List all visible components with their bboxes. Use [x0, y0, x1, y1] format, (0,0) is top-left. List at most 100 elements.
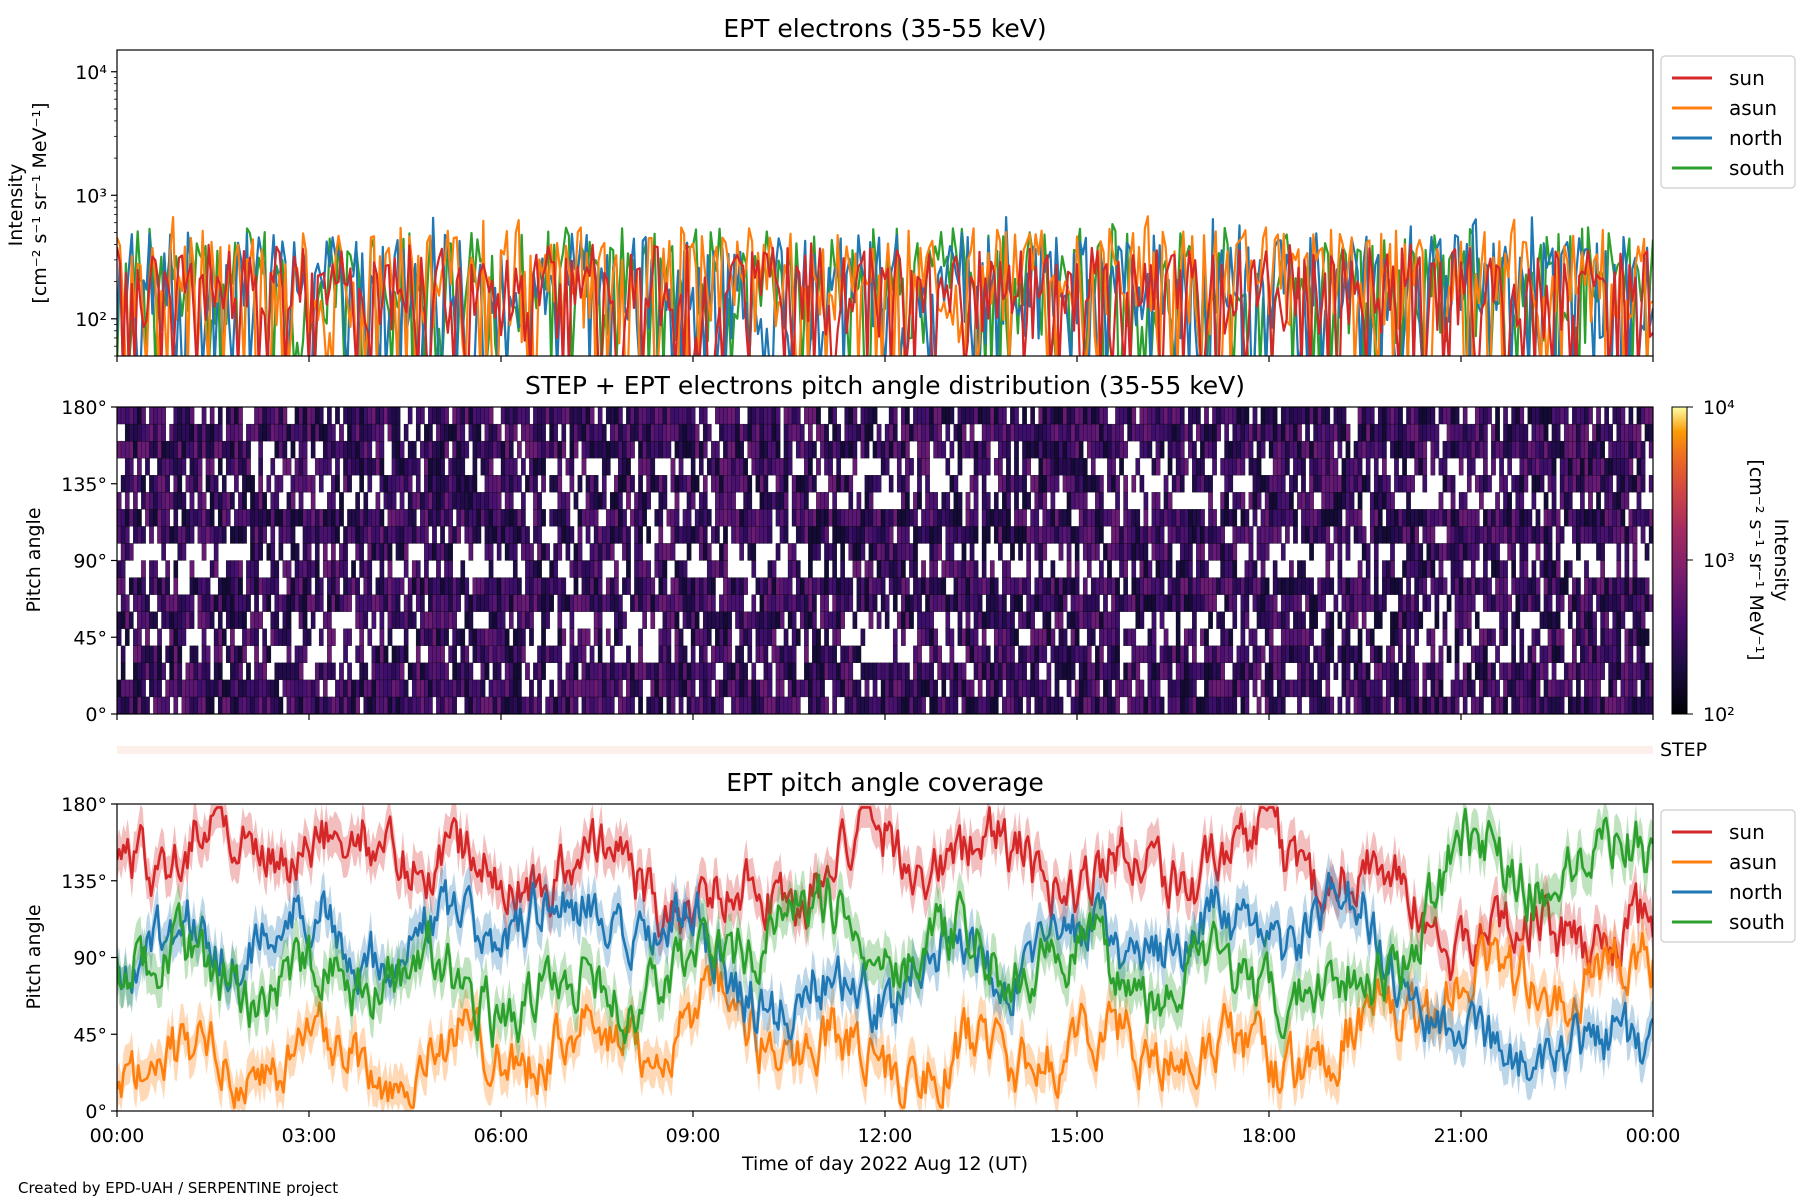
heatmap-cell: [573, 577, 579, 595]
heatmap-cell: [1519, 696, 1525, 714]
heatmap-cell: [492, 662, 498, 681]
heatmap-cell: [694, 440, 700, 459]
heatmap-cell: [1200, 577, 1205, 595]
heatmap-cell: [1531, 679, 1537, 698]
heatmap-cell: [682, 611, 688, 629]
heatmap-cell: [161, 543, 166, 561]
heatmap-cell: [424, 458, 429, 476]
heatmap-cell: [521, 407, 526, 425]
heatmap-cell: [517, 645, 522, 664]
heatmap-cell: [545, 611, 550, 629]
heatmap-cell: [181, 526, 187, 544]
heatmap-cell: [852, 407, 858, 425]
heatmap-cell: [298, 423, 304, 442]
heatmap-cell: [957, 423, 963, 442]
heatmap-cell: [117, 628, 122, 646]
heatmap-cell: [723, 594, 728, 612]
heatmap-cell: [965, 679, 971, 698]
heatmap-cell: [1325, 611, 1331, 629]
heatmap-cell: [185, 696, 191, 714]
heatmap-cell: [1070, 662, 1076, 681]
heatmap-cell: [1042, 594, 1048, 612]
heatmap-cell: [1406, 594, 1411, 612]
heatmap-cell: [921, 679, 926, 698]
heatmap-cell: [411, 560, 417, 578]
heatmap-cell: [533, 577, 538, 595]
heatmap-cell: [1620, 611, 1626, 629]
heatmap-cell: [593, 628, 599, 646]
heatmap-cell: [1163, 492, 1169, 510]
heatmap-cell: [1115, 423, 1120, 442]
heatmap-cell: [1123, 679, 1128, 698]
heatmap-cell: [169, 440, 174, 459]
heatmap-cell: [1495, 509, 1500, 527]
heatmap-cell: [529, 679, 534, 698]
heatmap-cell: [1341, 458, 1347, 476]
heatmap-cell: [1604, 526, 1609, 544]
heatmap-cell: [1483, 423, 1488, 442]
heatmap-cell: [318, 696, 324, 714]
heatmap-cell: [242, 475, 247, 493]
heatmap-cell: [909, 423, 914, 442]
heatmap-cell: [844, 594, 850, 612]
heatmap-cell: [1099, 577, 1104, 595]
heatmap-cell: [1531, 628, 1537, 646]
heatmap-cell: [1244, 577, 1250, 595]
heatmap-cell: [504, 492, 510, 510]
heatmap-cell: [537, 440, 542, 459]
heatmap-cell: [322, 509, 328, 527]
heatmap-cell: [1272, 423, 1278, 442]
heatmap-cell: [460, 475, 466, 493]
heatmap-cell: [1301, 662, 1306, 681]
heatmap-cell: [1070, 440, 1076, 459]
heatmap-cell: [929, 679, 934, 698]
heatmap-cell: [1175, 560, 1181, 578]
heatmap-cell: [1175, 509, 1181, 527]
heatmap-cell: [820, 696, 825, 714]
heatmap-cell: [452, 440, 457, 459]
heatmap-cell: [1167, 509, 1173, 527]
heatmap-cell: [1519, 526, 1525, 544]
heatmap-cell: [1131, 662, 1137, 681]
heatmap-cell: [415, 458, 421, 476]
heatmap-cell: [1555, 696, 1561, 714]
panel1-series-sun: [117, 242, 1653, 356]
heatmap-cell: [1466, 662, 1472, 681]
heatmap-cell: [286, 509, 292, 527]
heatmap-cell: [217, 526, 223, 544]
heatmap-cell: [759, 475, 765, 493]
heatmap-cell: [205, 679, 211, 698]
heatmap-cell: [1382, 696, 1387, 714]
heatmap-cell: [1567, 662, 1573, 681]
heatmap-cell: [1430, 662, 1436, 681]
heatmap-cell: [480, 628, 486, 646]
heatmap-cell: [1325, 696, 1331, 714]
heatmap-cell: [217, 440, 223, 459]
heatmap-cell: [763, 679, 769, 698]
heatmap-cell: [1442, 458, 1448, 476]
heatmap-cell: [298, 492, 304, 510]
heatmap-cell: [892, 560, 898, 578]
heatmap-cell: [1014, 423, 1019, 442]
heatmap-cell: [690, 577, 696, 595]
heatmap-cell: [925, 458, 930, 476]
heatmap-cell: [1082, 423, 1088, 442]
heatmap-cell: [1414, 458, 1419, 476]
heatmap-cell: [739, 662, 744, 681]
heatmap-cell: [266, 594, 272, 612]
heatmap-cell: [711, 526, 716, 544]
heatmap-cell: [367, 440, 373, 459]
heatmap-cell: [1377, 696, 1383, 714]
heatmap-cell: [666, 440, 672, 459]
heatmap-cell: [1580, 611, 1585, 629]
heatmap-cell: [1410, 509, 1415, 527]
heatmap-cell: [217, 407, 223, 425]
heatmap-cell: [488, 458, 494, 476]
heatmap-cell: [1090, 423, 1096, 442]
heatmap-cell: [1204, 645, 1209, 664]
heatmap-cell: [549, 440, 554, 459]
heatmap-cell: [1466, 628, 1472, 646]
heatmap-cell: [977, 440, 983, 459]
heatmap-cell: [1228, 645, 1234, 664]
heatmap-cell: [1361, 662, 1367, 681]
